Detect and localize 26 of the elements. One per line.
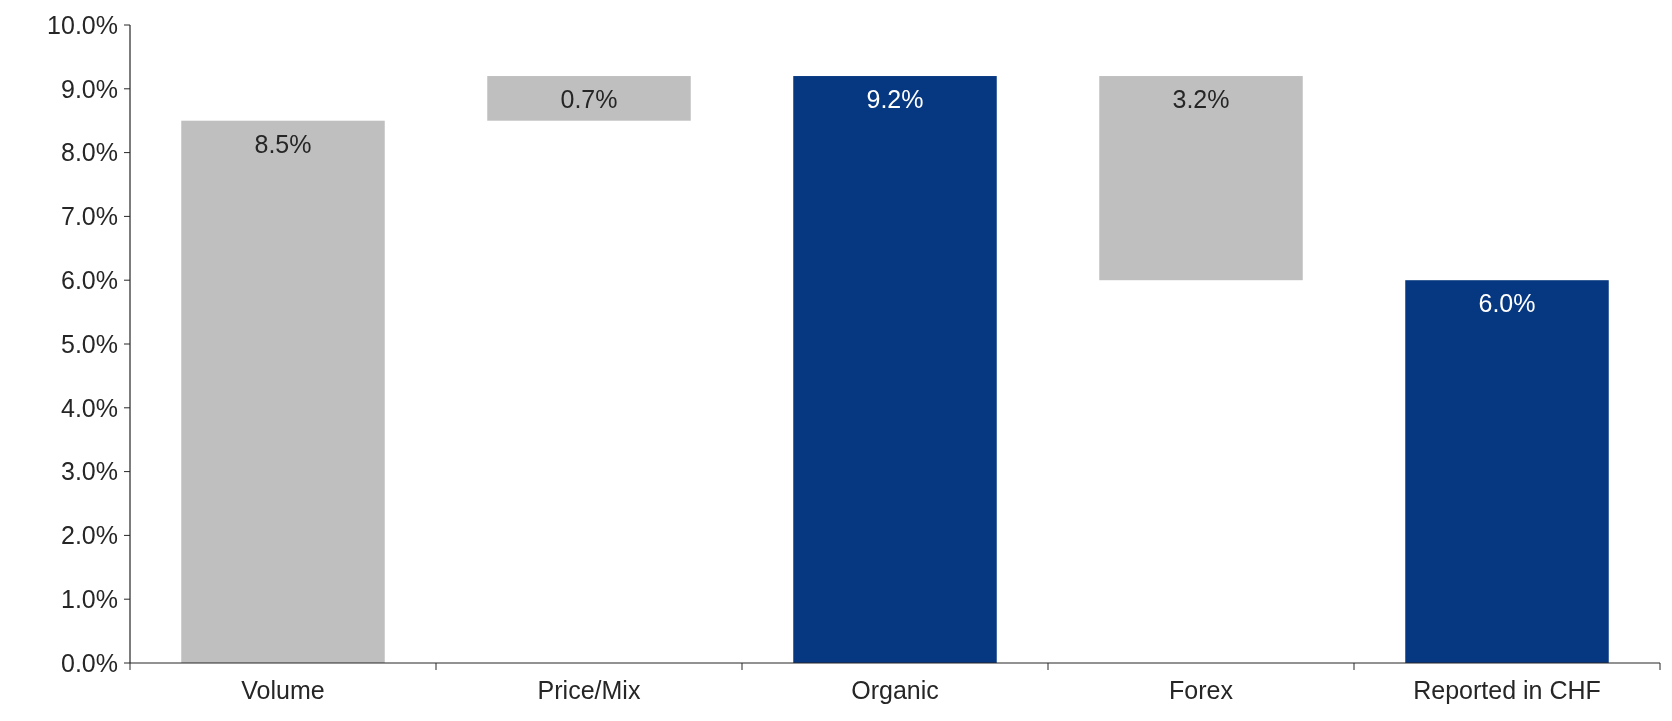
data-label: 0.7% [560,85,618,114]
data-label: 6.0% [1478,289,1536,318]
y-tick-label: 1.0% [61,584,118,613]
data-label: 8.5% [254,129,312,158]
bar [487,76,691,121]
x-tick-label: Forex [1169,676,1234,704]
x-tick-label: Organic [851,676,939,704]
y-tick-label: 3.0% [61,457,118,486]
bar [793,76,997,663]
bar [181,120,385,663]
y-tick-label: 10.0% [47,10,118,39]
y-tick-label: 8.0% [61,138,118,167]
y-tick-label: 4.0% [61,393,118,422]
x-tick-label: Price/Mix [537,676,641,704]
y-tick-label: 2.0% [61,521,118,550]
data-label: 3.2% [1172,85,1230,114]
bar [1099,76,1303,281]
y-tick-label: 5.0% [61,329,118,358]
x-tick-label: Reported in CHF [1413,676,1601,704]
y-tick-label: 9.0% [61,74,118,103]
data-label: 9.2% [866,85,924,114]
y-tick-label: 7.0% [61,202,118,231]
y-tick-label: 6.0% [61,265,118,294]
bar [1405,280,1609,663]
x-tick-label: Volume [241,676,325,704]
y-tick-label: 0.0% [61,648,118,677]
